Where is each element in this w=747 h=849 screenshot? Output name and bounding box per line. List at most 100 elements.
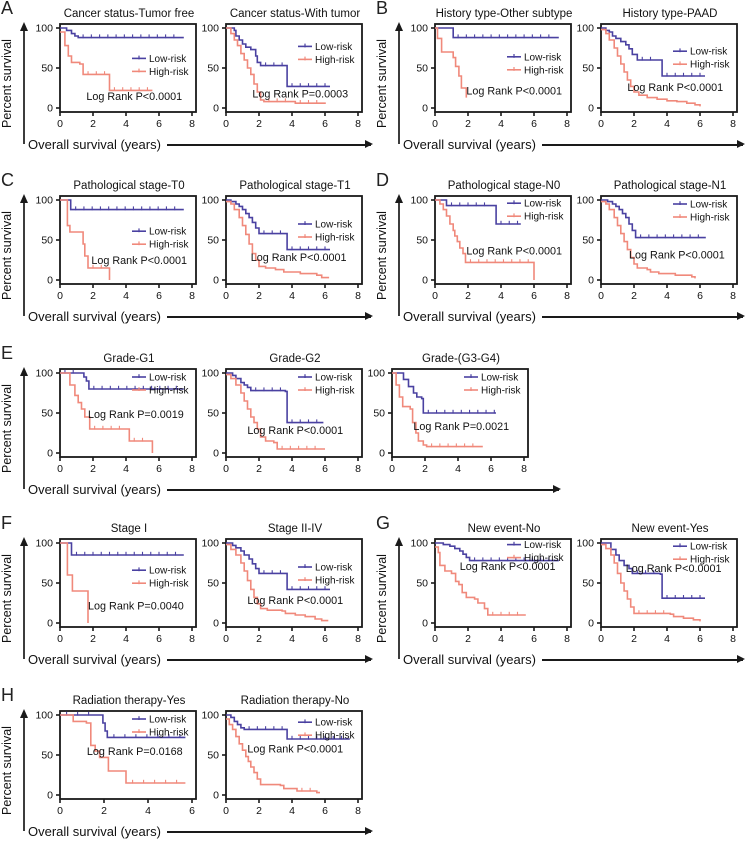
survival-plot: New event-Yes 0 50 100 0 2 4 6 8 Low-risk High-ris… (576, 523, 738, 645)
x-axis-arrow (166, 827, 374, 835)
y-tick-label: 0 (422, 618, 428, 630)
survival-plot: Pathological stage-N1 0 50 100 0 2 4 6 8 Low-risk… (576, 180, 738, 302)
x-tick-label: 2 (631, 290, 637, 302)
x-tick-label: 0 (57, 463, 63, 475)
logrank-p-value: Log Rank P=0.0003 (252, 89, 348, 101)
survival-plot: History type-Other subtype 0 50 100 0 2 4 6 8 Low… (410, 8, 573, 130)
low-risk-curve (435, 199, 521, 225)
x-tick-label: 2 (90, 633, 96, 645)
x-axis-arrow (166, 485, 562, 493)
y-tick-label: 50 (582, 578, 594, 590)
y-tick-label: 0 (422, 103, 428, 115)
legend-label: High-risk (524, 553, 564, 564)
panel-A: A Percent survival Cancer status-Tumor fre… (0, 0, 375, 170)
low-risk-curve (60, 199, 184, 211)
x-tick-label: 2 (90, 463, 96, 475)
legend-label: Low-risk (149, 227, 187, 238)
low-risk-curve (60, 714, 186, 739)
x-tick-label: 4 (289, 633, 295, 645)
x-tick-label: 8 (355, 633, 361, 645)
plot-title: Grade-G1 (103, 353, 154, 365)
legend-label: Low-risk (690, 47, 728, 58)
x-axis: Overall survival (years) (403, 309, 746, 324)
x-tick-label: 8 (189, 633, 195, 645)
high-risk-curve (601, 200, 696, 279)
y-axis-arrow (395, 537, 403, 659)
y-tick-label: 100 (201, 23, 219, 35)
survival-plot: Grade-G1 0 50 100 0 2 4 6 8 Low-risk High-risk Log … (35, 353, 197, 475)
x-axis-arrow (166, 655, 374, 663)
panel-letter: A (1, 0, 14, 18)
legend-label: Low-risk (315, 42, 353, 53)
y-tick-label: 50 (207, 750, 219, 762)
x-tick-label: 8 (189, 290, 195, 302)
x-axis: Overall survival (years) (28, 824, 374, 839)
x-tick-label: 4 (498, 633, 504, 645)
logrank-p-value: Log Rank P=0.0019 (88, 409, 184, 421)
legend-label: High-risk (481, 386, 521, 397)
y-axis-label: Percent survival (0, 39, 14, 129)
low-risk-curve (435, 542, 559, 562)
high-risk-curve (435, 199, 535, 280)
legend-label: Low-risk (315, 718, 353, 729)
x-tick-label: 6 (322, 633, 328, 645)
plot-title: Pathological stage-T0 (73, 180, 184, 192)
x-axis-label: Overall survival (years) (403, 137, 536, 152)
x-tick-label: 4 (664, 633, 670, 645)
x-axis-label: Overall survival (years) (28, 824, 161, 839)
logrank-p-value: Log Rank P<0.0001 (247, 425, 343, 437)
y-tick-label: 50 (416, 235, 428, 247)
x-tick-label: 2 (465, 633, 471, 645)
x-tick-label: 4 (498, 290, 504, 302)
y-tick-label: 0 (379, 448, 385, 460)
legend-label: Low-risk (524, 52, 562, 63)
y-tick-label: 50 (207, 578, 219, 590)
legend-label: High-risk (524, 65, 564, 76)
x-tick-label: 6 (156, 290, 162, 302)
y-axis-label: Percent survival (375, 39, 389, 129)
y-tick-label: 100 (576, 195, 594, 207)
legend-label: High-risk (690, 555, 730, 566)
plot-title: History type-Other subtype (436, 8, 573, 20)
y-tick-label: 50 (207, 408, 219, 420)
legend-label: Low-risk (315, 220, 353, 231)
high-risk-curve (226, 200, 330, 279)
high-risk-curve (226, 373, 325, 450)
y-tick-label: 0 (213, 448, 219, 460)
x-tick-label: 4 (123, 118, 129, 130)
y-axis-arrow (20, 709, 28, 831)
x-tick-label: 6 (322, 805, 328, 817)
y-tick-label: 100 (576, 538, 594, 550)
x-tick-label: 2 (256, 463, 262, 475)
survival-plot: Pathological stage-T1 0 50 100 0 2 4 6 8 Low-risk… (201, 180, 363, 302)
x-tick-label: 2 (90, 118, 96, 130)
x-tick-label: 8 (564, 290, 570, 302)
y-tick-label: 100 (35, 23, 53, 35)
plot-title: Stage I (111, 523, 147, 535)
plots-row: Grade-G1 0 50 100 0 2 4 6 8 Low-risk High-risk Log … (35, 353, 534, 475)
logrank-p-value: Log Rank P<0.0001 (247, 595, 343, 607)
survival-plot: Grade-G2 0 50 100 0 2 4 6 8 Low-risk High-risk Log … (201, 353, 363, 475)
logrank-p-value: Log Rank P<0.0001 (466, 85, 562, 97)
y-tick-label: 50 (41, 235, 53, 247)
x-tick-label: 8 (564, 118, 570, 130)
x-tick-label: 6 (697, 633, 703, 645)
y-tick-label: 50 (41, 63, 53, 75)
x-tick-label: 2 (256, 633, 262, 645)
survival-plot: Radiation therapy-No 0 50 100 0 2 4 6 8 Low-risk H… (201, 695, 363, 817)
low-risk-curve (601, 27, 705, 77)
legend-label: High-risk (690, 60, 730, 71)
high-risk-curve (392, 372, 483, 448)
y-axis-arrow (20, 22, 28, 144)
legend-label: Low-risk (524, 199, 562, 210)
x-tick-label: 4 (289, 290, 295, 302)
x-axis: Overall survival (years) (28, 652, 374, 667)
x-tick-label: 4 (123, 463, 129, 475)
plot-title: Cancer status-With tumor (230, 8, 361, 20)
x-axis-label: Overall survival (years) (403, 309, 536, 324)
y-tick-label: 50 (41, 750, 53, 762)
low-risk-curve (60, 27, 184, 39)
y-axis-label: Percent survival (0, 554, 14, 644)
legend-label: High-risk (149, 728, 189, 739)
